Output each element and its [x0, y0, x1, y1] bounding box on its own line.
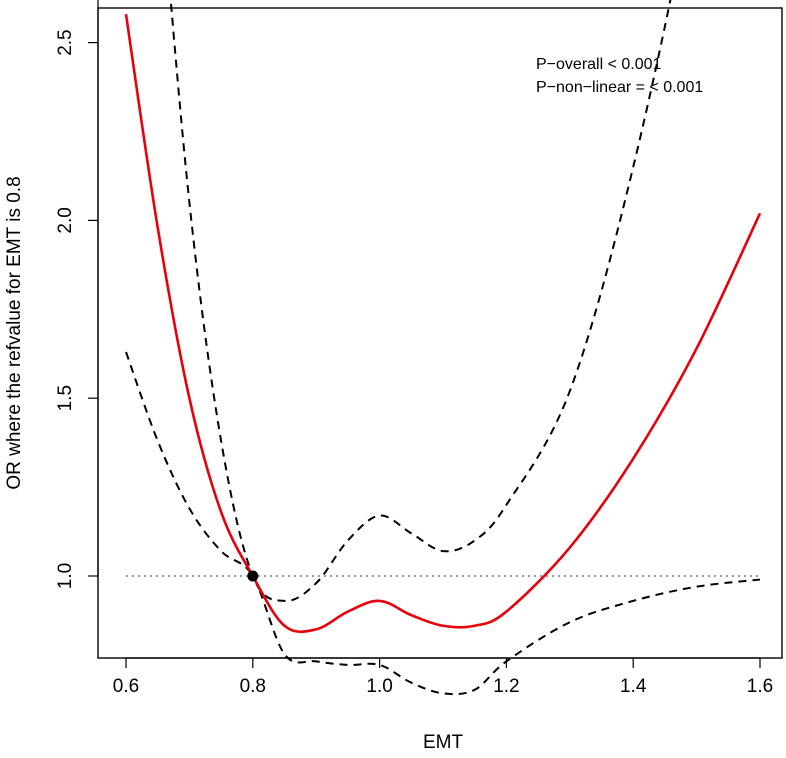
reference-point — [247, 570, 259, 582]
series-layer — [124, 0, 762, 696]
upper-ci-line — [169, 0, 672, 602]
x-tick-label: 1.0 — [366, 676, 392, 697]
y-tick-label: 2.5 — [55, 29, 76, 55]
y-tick-label: 2.0 — [55, 207, 76, 233]
y-tick-label: 1.5 — [55, 385, 76, 411]
y-tick-label: 1.0 — [55, 563, 76, 589]
y-axis-title: OR where the refvalue for EMT is 0.8 — [4, 176, 25, 489]
x-tick-label: 1.4 — [620, 676, 647, 697]
x-axis-title: EMT — [423, 732, 464, 753]
y-axis: 1.01.52.02.53.03.54.0 — [55, 0, 99, 589]
lower-ci-line — [125, 351, 761, 696]
x-tick-label: 1.2 — [493, 676, 519, 697]
x-tick-label: 0.8 — [240, 676, 266, 697]
x-tick-label: 1.6 — [747, 676, 773, 697]
annotation-p-overall: P−overall < 0.001 — [536, 56, 662, 73]
x-tick-label: 0.6 — [113, 676, 139, 697]
plot-frame — [97, 7, 783, 659]
annotation-p-non-linear: P−non−linear = < 0.001 — [536, 79, 703, 96]
x-axis: 0.6 0.8 1.0 1.2 1.4 1.6 — [113, 657, 773, 697]
estimate-line — [124, 13, 762, 634]
